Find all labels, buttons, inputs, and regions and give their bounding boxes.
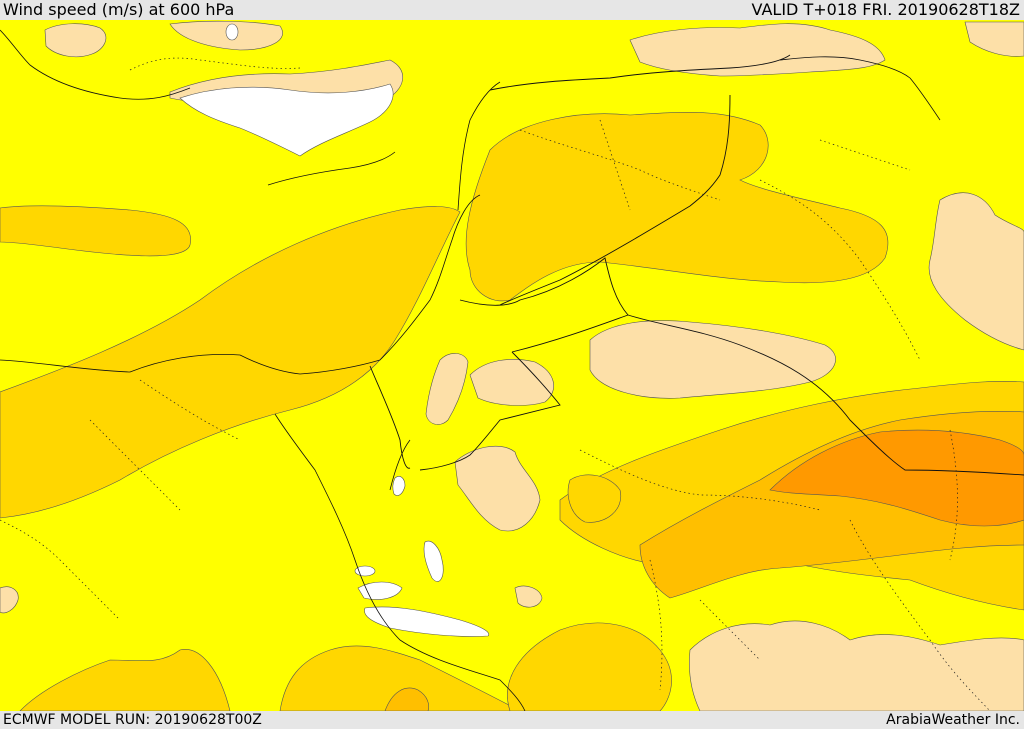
valid-time: VALID T+018 FRI. 20190628T18Z bbox=[751, 0, 1020, 19]
white-calm-red-sea-1 bbox=[364, 606, 490, 637]
admin-boundaries bbox=[0, 57, 991, 711]
gold-band-mediterranean bbox=[0, 205, 191, 257]
peach-region-east bbox=[928, 192, 1024, 351]
amber-patch-south bbox=[384, 687, 429, 711]
peach-patch-saudi-north bbox=[514, 585, 543, 608]
gold-patch-hejaz bbox=[507, 622, 672, 711]
gold-patch-jordan-east bbox=[567, 474, 622, 523]
peach-patch-northwest bbox=[44, 23, 107, 58]
peach-patch-jordan bbox=[469, 359, 554, 406]
white-calm-north bbox=[225, 23, 239, 41]
wind-speed-map bbox=[0, 20, 1024, 711]
borders bbox=[369, 54, 1024, 476]
gold-patch-red-sea-south bbox=[279, 645, 521, 711]
title-bar: Wind speed (m/s) at 600 hPa VALID T+018 … bbox=[0, 0, 1024, 20]
peach-patch-west bbox=[0, 586, 19, 614]
white-calm-aqaba bbox=[392, 476, 406, 496]
map-panel bbox=[0, 20, 1024, 711]
peach-patch-north-center bbox=[169, 20, 283, 51]
white-calm-anatolia bbox=[179, 83, 394, 157]
gold-region-syria-iraq bbox=[465, 112, 889, 302]
footer-bar: ECMWF MODEL RUN: 20190628T00Z ArabiaWeat… bbox=[0, 711, 1024, 729]
peach-region-jordan-desert bbox=[589, 320, 836, 399]
peach-patch-israel bbox=[425, 353, 469, 425]
white-calm-red-sea-3 bbox=[423, 540, 444, 582]
map-title: Wind speed (m/s) at 600 hPa bbox=[3, 0, 235, 19]
gold-band-sinai-egypt bbox=[0, 206, 461, 519]
peach-region-southeast bbox=[689, 620, 1024, 711]
model-run: ECMWF MODEL RUN: 20190628T00Z bbox=[3, 712, 262, 728]
gold-patch-southwest bbox=[19, 649, 231, 711]
credit-text: ArabiaWeather Inc. bbox=[886, 712, 1020, 728]
peach-patch-north-arabia bbox=[454, 445, 541, 532]
peach-patch-caucasus bbox=[629, 23, 886, 77]
coastlines bbox=[0, 29, 941, 711]
